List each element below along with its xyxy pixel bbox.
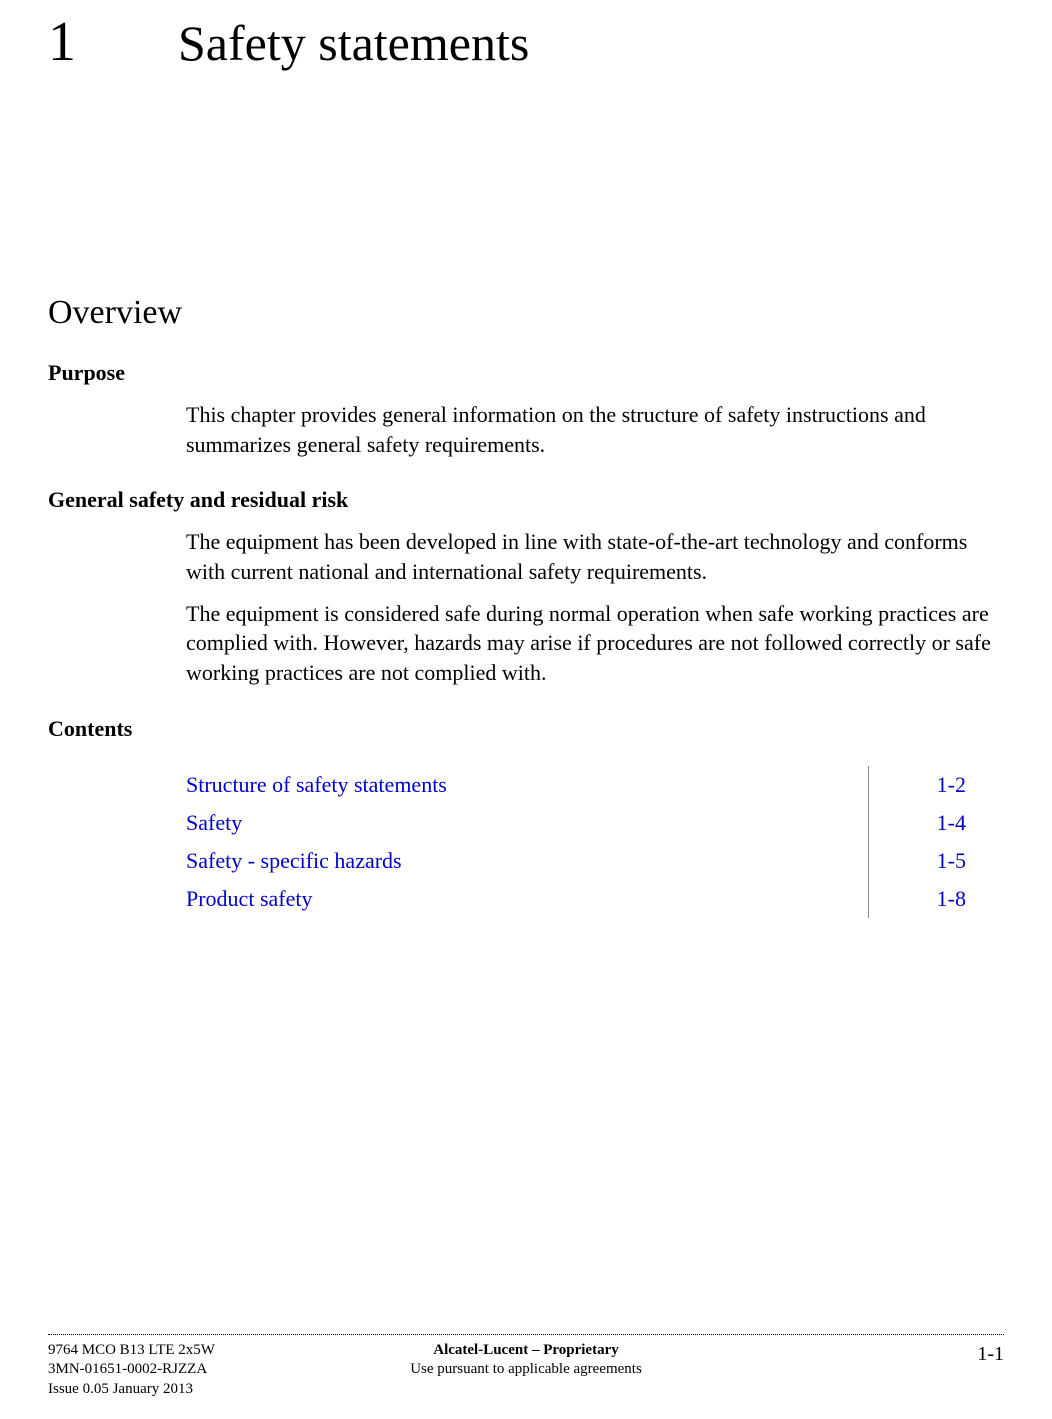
toc-row: Safety - specific hazards 1-5 [186,842,966,880]
footer-product: 9764 MCO B13 LTE 2x5W [48,1341,363,1361]
contents-table: Structure of safety statements 1-2 Safet… [186,766,966,918]
chapter-number: 1 [48,10,178,74]
toc-title-cell: Safety - specific hazards [186,842,868,880]
chapter-title: Safety statements [178,14,529,72]
footer-issue: Issue 0.05 January 2013 [48,1380,363,1400]
toc-row: Structure of safety statements 1-2 [186,766,966,804]
toc-link-product-safety[interactable]: Product safety [186,886,312,911]
footer-docnum: 3MN-01651-0002-RJZZA [48,1360,363,1380]
footer-usage: Use pursuant to applicable agreements [368,1360,683,1380]
footer-center: Alcatel-Lucent – Proprietary Use pursuan… [368,1341,683,1380]
page-footer: 9764 MCO B13 LTE 2x5W 3MN-01651-0002-RJZ… [0,1334,1052,1400]
footer-page-number: 1-1 [689,1341,1004,1367]
toc-page-cell: 1-2 [868,766,966,804]
toc-title-cell: Safety [186,804,868,842]
contents-heading: Contents [48,716,1004,742]
purpose-heading: Purpose [48,360,1004,386]
footer-separator [48,1334,1004,1335]
general-safety-paragraph-2: The equipment is considered safe during … [186,599,1004,688]
toc-link-hazards[interactable]: Safety - specific hazards [186,848,402,873]
toc-page-link[interactable]: 1-2 [937,772,966,797]
toc-row: Product safety 1-8 [186,880,966,918]
overview-heading: Overview [48,294,1004,332]
contents-section: Contents Structure of safety statements … [48,716,1004,918]
toc-page-link[interactable]: 1-8 [937,886,966,911]
footer-row: 9764 MCO B13 LTE 2x5W 3MN-01651-0002-RJZ… [48,1341,1004,1400]
footer-left: 9764 MCO B13 LTE 2x5W 3MN-01651-0002-RJZ… [48,1341,363,1400]
toc-title-cell: Structure of safety statements [186,766,868,804]
page-content: 1 Safety statements Overview Purpose Thi… [0,0,1052,918]
toc-page-cell: 1-8 [868,880,966,918]
purpose-paragraph: This chapter provides general informatio… [186,400,1004,459]
toc-row: Safety 1-4 [186,804,966,842]
toc-title-cell: Product safety [186,880,868,918]
chapter-header: 1 Safety statements [48,10,1004,74]
toc-page-cell: 1-4 [868,804,966,842]
footer-proprietary: Alcatel-Lucent – Proprietary [368,1341,683,1361]
toc-page-link[interactable]: 1-5 [937,848,966,873]
general-safety-heading: General safety and residual risk [48,487,1004,513]
general-safety-paragraph-1: The equipment has been developed in line… [186,527,1004,586]
toc-page-cell: 1-5 [868,842,966,880]
general-safety-section: General safety and residual risk The equ… [48,487,1004,687]
toc-page-link[interactable]: 1-4 [937,810,966,835]
purpose-section: Purpose This chapter provides general in… [48,360,1004,459]
toc-link-structure[interactable]: Structure of safety statements [186,772,447,797]
toc-link-safety[interactable]: Safety [186,810,242,835]
spacer [48,756,1004,766]
